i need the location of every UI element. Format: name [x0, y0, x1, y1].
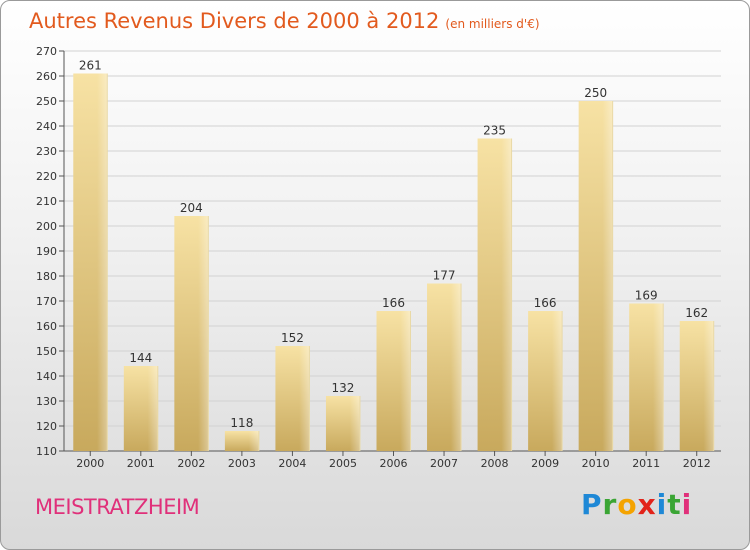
label-layer: 110 120 130 140 150 160 170 180 190 200 210 220 230 2…: [36, 45, 711, 470]
y-tick-label-240: 240: [36, 120, 57, 133]
bar-shine-2000: [73, 73, 108, 451]
x-tick-label-2005: 2005: [329, 457, 357, 470]
value-label-2009: 166: [534, 296, 557, 310]
bar-shine-2011: [629, 303, 664, 451]
x-tick-label-2011: 2011: [632, 457, 660, 470]
y-tick-label-130: 130: [36, 395, 57, 408]
chart-title-text: Autres Revenus Divers de 2000 à 2012: [29, 9, 440, 33]
x-tick-label-2001: 2001: [127, 457, 155, 470]
y-tick-label-180: 180: [36, 270, 57, 283]
x-tick-label-2003: 2003: [228, 457, 256, 470]
x-tick-label-2008: 2008: [481, 457, 509, 470]
y-tick-label-200: 200: [36, 220, 57, 233]
value-label-2007: 177: [433, 269, 456, 283]
bar-shine-2009: [528, 311, 563, 451]
y-tick-label-210: 210: [36, 195, 57, 208]
bar-shine-2012: [679, 321, 714, 451]
proxiti-logo: Proxiti: [581, 488, 693, 521]
y-tick-label-150: 150: [36, 345, 57, 358]
value-label-2011: 169: [635, 289, 658, 303]
x-tick-label-2012: 2012: [683, 457, 711, 470]
value-label-2008: 235: [483, 124, 506, 138]
x-tick-label-2002: 2002: [177, 457, 205, 470]
y-tick-label-270: 270: [36, 45, 57, 58]
value-label-2000: 261: [79, 59, 102, 73]
y-tick-label-140: 140: [36, 370, 57, 383]
y-tick-label-260: 260: [36, 70, 57, 83]
y-tick-label-250: 250: [36, 95, 57, 108]
town-name: MEISTRATZHEIM: [35, 495, 200, 519]
value-label-2002: 204: [180, 201, 203, 215]
x-tick-label-2007: 2007: [430, 457, 458, 470]
bar-shine-2001: [123, 366, 158, 451]
bar-shine-2004: [275, 346, 310, 451]
y-tick-label-120: 120: [36, 420, 57, 433]
value-label-2001: 144: [129, 351, 152, 365]
x-tick-label-2010: 2010: [582, 457, 610, 470]
bar-shine-2005: [325, 396, 360, 451]
x-tick-label-2004: 2004: [278, 457, 306, 470]
bar-shine-2010: [578, 101, 613, 451]
bar-shine-2006: [376, 311, 411, 451]
bar-shine-2002: [174, 216, 209, 451]
bar-shine-2008: [477, 138, 512, 451]
chart-title: Autres Revenus Divers de 2000 à 2012 (en …: [29, 9, 540, 33]
y-tick-label-170: 170: [36, 295, 57, 308]
bar-shine-2007: [427, 283, 462, 451]
bar-layer: [73, 73, 715, 451]
y-tick-label-190: 190: [36, 245, 57, 258]
y-tick-label-230: 230: [36, 145, 57, 158]
value-label-2004: 152: [281, 331, 304, 345]
y-tick-label-110: 110: [36, 445, 57, 458]
y-tick-label-220: 220: [36, 170, 57, 183]
y-tick-label-160: 160: [36, 320, 57, 333]
value-label-2010: 250: [584, 86, 607, 100]
value-label-2005: 132: [332, 381, 355, 395]
value-label-2012: 162: [685, 306, 708, 320]
value-label-2006: 166: [382, 296, 405, 310]
chart-subtitle: (en milliers d'€): [445, 17, 540, 31]
bar-shine-2003: [224, 431, 259, 451]
x-tick-label-2006: 2006: [380, 457, 408, 470]
value-label-2003: 118: [230, 416, 253, 430]
x-tick-label-2009: 2009: [531, 457, 559, 470]
x-tick-label-2000: 2000: [76, 457, 104, 470]
